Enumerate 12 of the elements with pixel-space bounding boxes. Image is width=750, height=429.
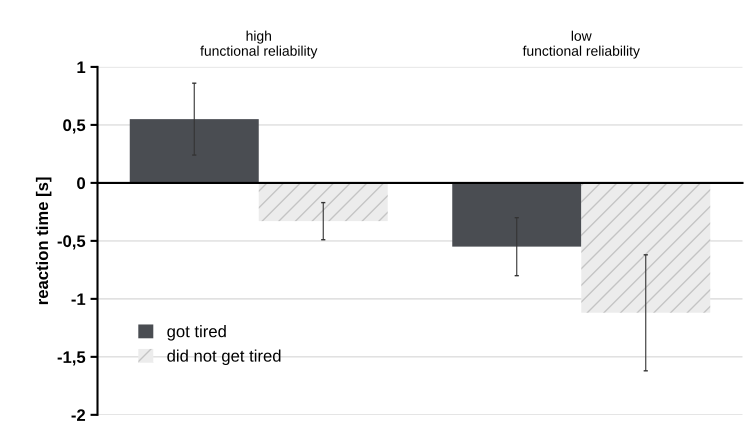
y-tick-label: 0 (77, 177, 86, 190)
y-tick-label: 1 (77, 61, 86, 73)
y-tick-label: -1 (72, 293, 86, 305)
y-tick-label: 0,5 (63, 119, 86, 134)
y-tick-label: -2 (72, 409, 86, 421)
y-tick-label: -0,5 (58, 235, 86, 250)
legend-label: did not get tired (167, 350, 280, 366)
y-axis-title: reaction time [s] (36, 177, 52, 304)
x-tick-label: low functional reliability (522, 30, 640, 59)
legend-label: got tired (167, 325, 226, 341)
y-tick-label: -1,5 (58, 351, 86, 366)
x-tick-label: high functional reliability (200, 30, 318, 59)
